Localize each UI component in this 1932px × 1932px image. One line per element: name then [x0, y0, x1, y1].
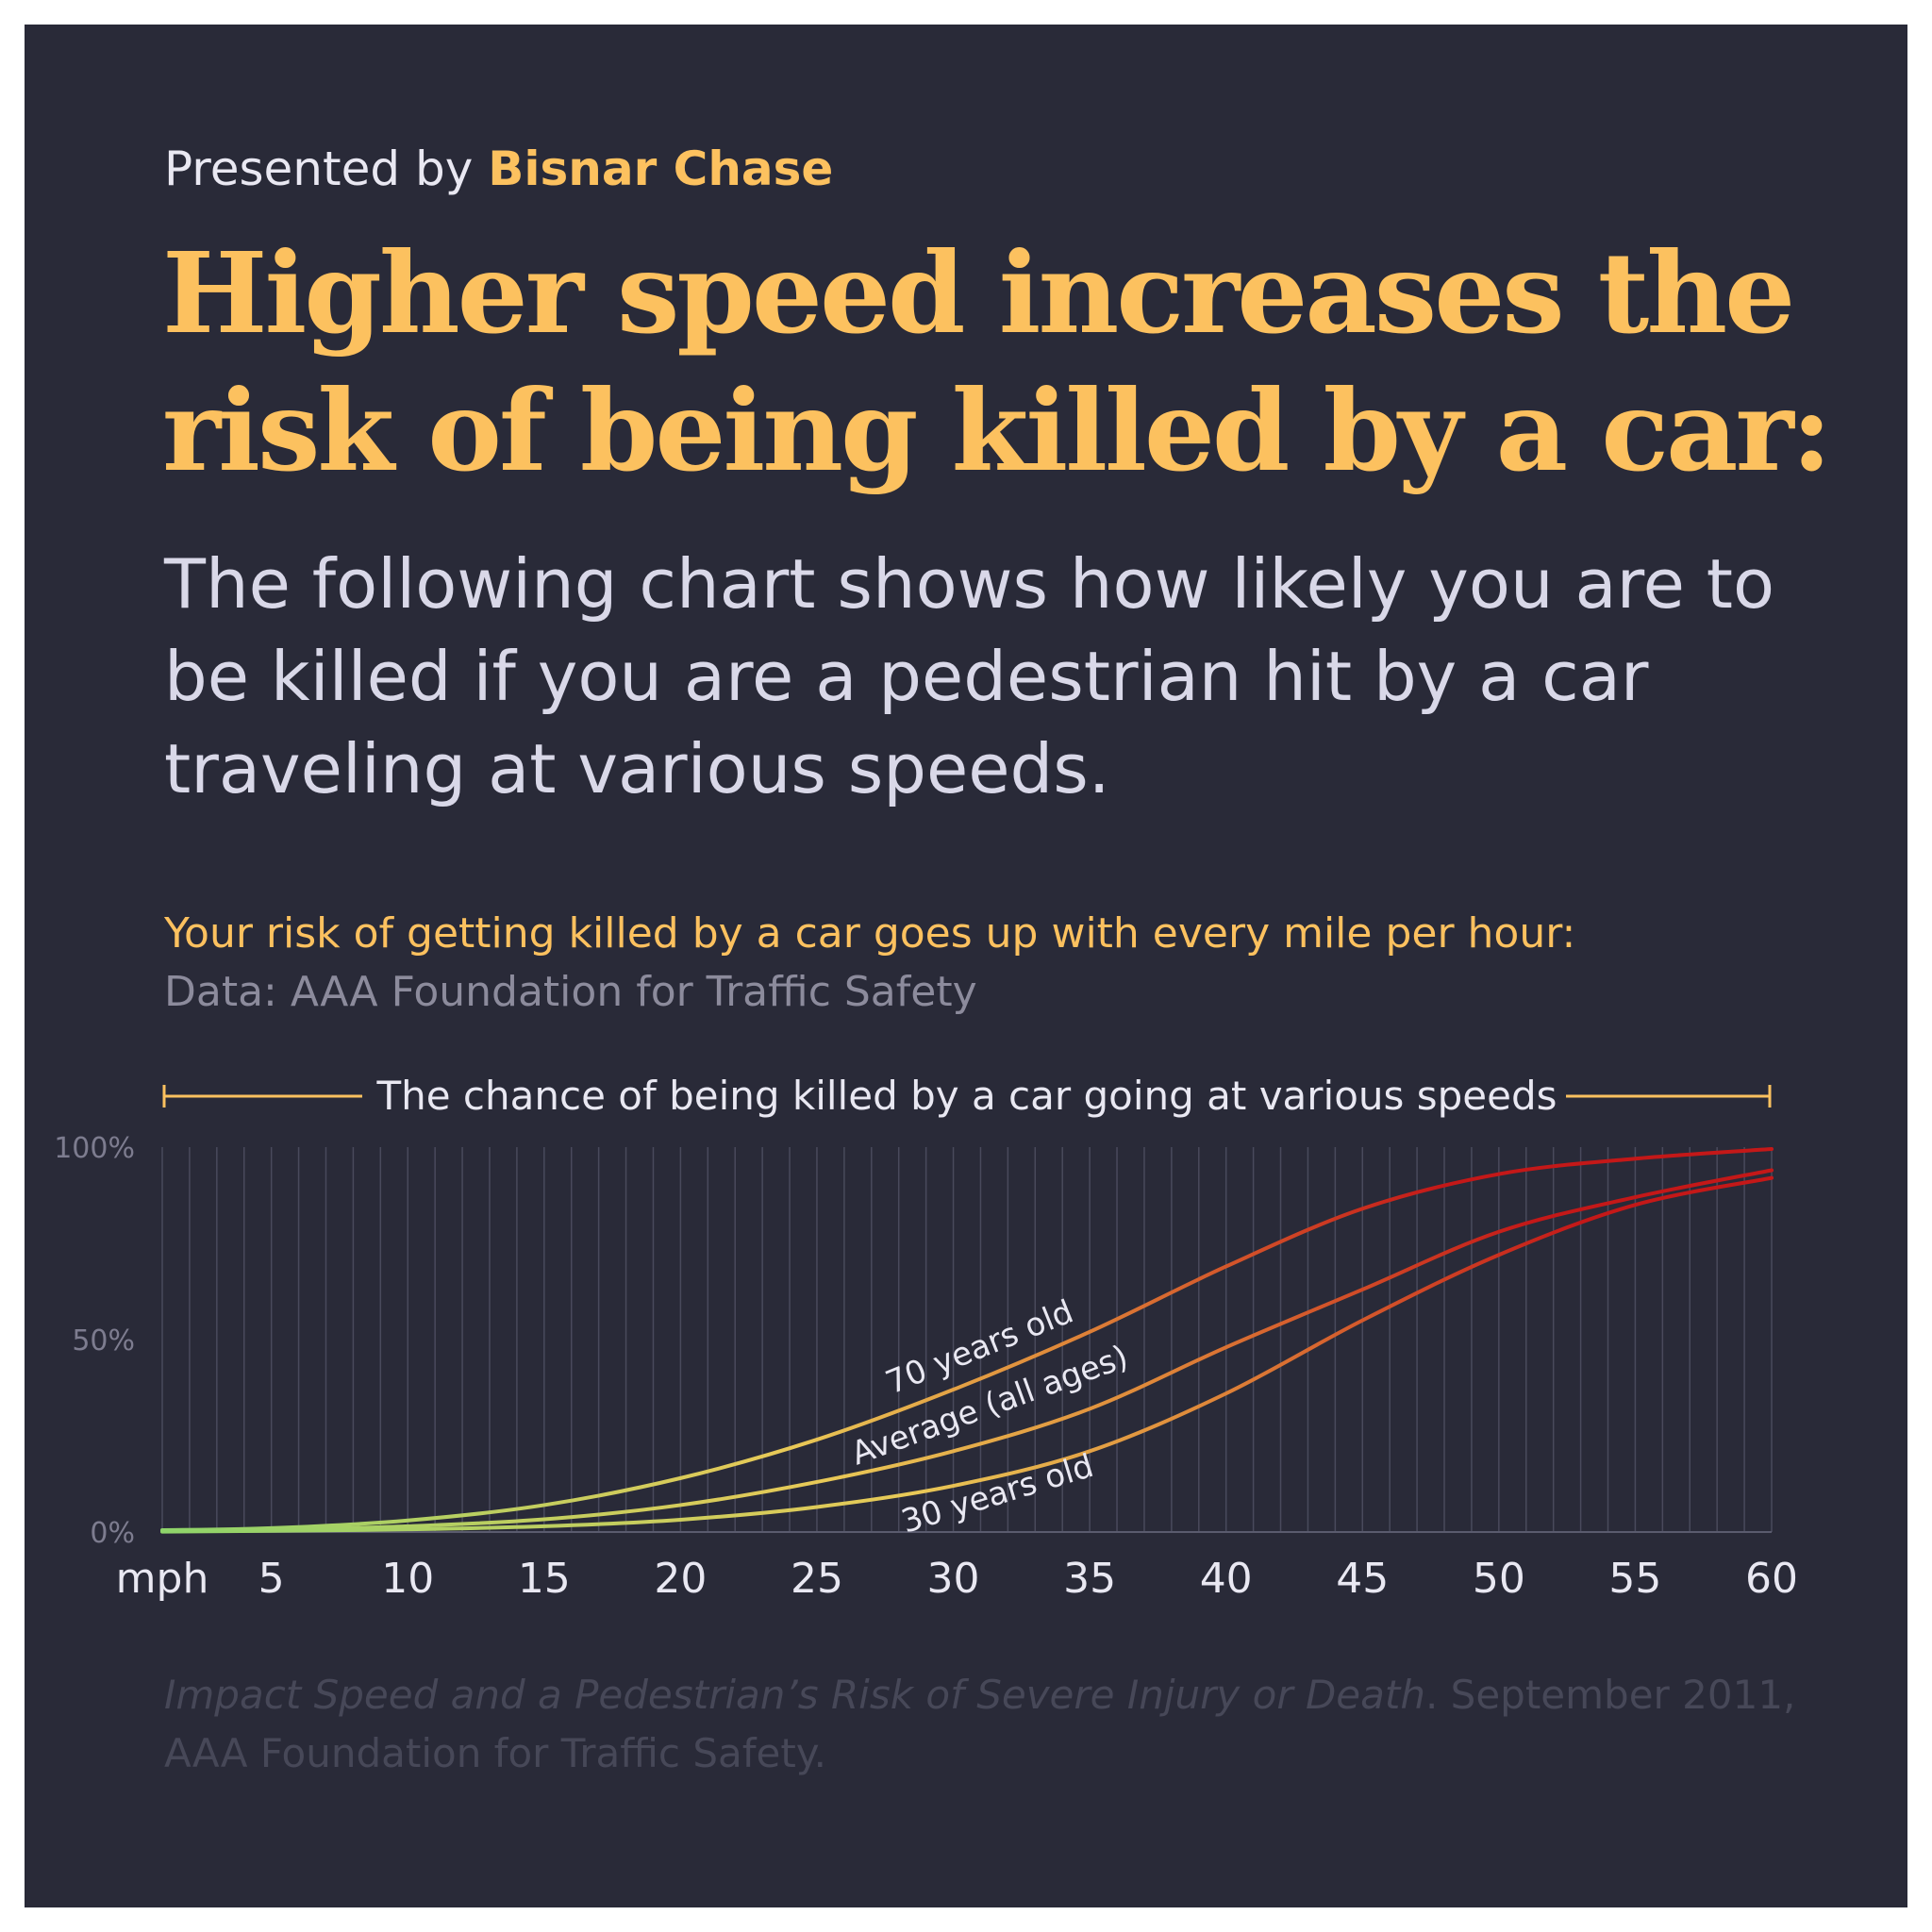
presenter-name: Bisnar Chase — [488, 142, 834, 196]
x-tick-label: 10 — [381, 1555, 434, 1603]
y-axis: 0% 50% 100% — [54, 1132, 135, 1550]
presented-by: Presented by Bisnar Chase — [164, 142, 833, 196]
presented-by-prefix: Presented by — [164, 142, 474, 196]
chart-title-bracket: The chance of being killed by a car goin… — [162, 1073, 1772, 1119]
series-line-average — [160, 1168, 1774, 1533]
citation-rest: . September 2011, AAA Foundation for Tra… — [164, 1672, 1796, 1776]
x-tick-label: 45 — [1336, 1555, 1389, 1603]
x-axis: mph 5 10 15 20 25 30 35 40 45 50 55 60 — [116, 1555, 1798, 1603]
x-tick-label: 5 — [258, 1555, 285, 1603]
series-label-30-years-old: 30 years old — [897, 1447, 1098, 1541]
x-tick-label: 60 — [1745, 1555, 1798, 1603]
infographic-panel — [25, 25, 1907, 1907]
x-tick-label: 20 — [654, 1555, 707, 1603]
chart-grid — [161, 1147, 1773, 1533]
x-tick-label: 25 — [791, 1555, 843, 1603]
citation-title: Impact Speed and a Pedestrian’s Risk of … — [164, 1672, 1425, 1718]
y-tick-label: 0% — [90, 1517, 135, 1550]
series-line-70-years-old — [160, 1147, 1774, 1532]
page-title: Higher speed increases the risk of being… — [162, 227, 1832, 496]
page-subtitle: The following chart shows how likely you… — [164, 544, 1775, 808]
x-axis-label: mph — [116, 1555, 209, 1603]
data-source: Data: AAA Foundation for Traffic Safety — [164, 968, 977, 1016]
x-tick-label: 15 — [518, 1555, 571, 1603]
x-tick-label: 40 — [1200, 1555, 1253, 1603]
chart-title: The chance of being killed by a car goin… — [375, 1073, 1557, 1119]
x-tick-label: 30 — [927, 1555, 980, 1603]
x-tick-label: 50 — [1473, 1555, 1525, 1603]
chart-heading: Your risk of getting killed by a car goe… — [164, 909, 1576, 958]
series-line-30-years-old — [160, 1175, 1774, 1534]
y-tick-label: 100% — [54, 1132, 135, 1165]
x-tick-label: 35 — [1063, 1555, 1116, 1603]
series-lines — [160, 1147, 1774, 1534]
citation: Impact Speed and a Pedestrian’s Risk of … — [164, 1666, 1796, 1783]
x-tick-label: 55 — [1608, 1555, 1661, 1603]
y-tick-label: 50% — [72, 1324, 135, 1357]
